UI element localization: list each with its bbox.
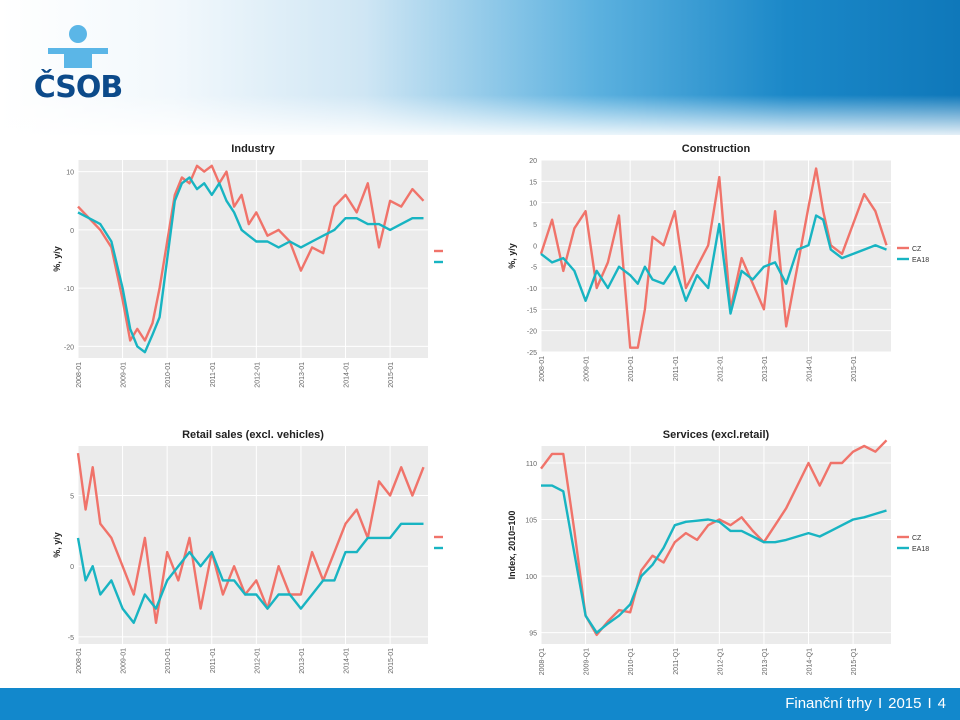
y-tick-label: -10 — [64, 286, 74, 293]
series-line-cz — [77, 164, 425, 342]
x-tick-label: 2009-01 — [121, 362, 128, 388]
series-line-cz — [539, 167, 888, 349]
x-tick-label: 2010-01 — [628, 356, 635, 382]
x-tick-label: 2009-Q1 — [584, 648, 591, 675]
x-tick-label: 2013-01 — [762, 356, 769, 382]
chart-title: Retail sales (excl. vehicles) — [182, 429, 324, 441]
y-tick-label: -25 — [527, 350, 537, 357]
x-tick-label: 2009-01 — [584, 356, 591, 382]
x-tick-label: 2009-01 — [121, 648, 128, 674]
chart-title: Construction — [682, 143, 751, 155]
x-tick-label: 2011-01 — [210, 362, 217, 387]
y-tick-label: 95 — [529, 631, 537, 638]
y-tick-label: -5 — [68, 635, 74, 642]
y-tick-label: -10 — [527, 286, 537, 293]
y-tick-label: 15 — [529, 179, 537, 186]
x-tick-label: 2012-01 — [717, 356, 724, 382]
series-line-ea18 — [540, 214, 887, 315]
y-tick-label: 5 — [533, 222, 537, 229]
chart-retail-sales: Retail sales (excl. vehicles) 5 0 -52008-01… — [52, 429, 443, 674]
x-tick-label: 2015-Q1 — [851, 648, 858, 675]
x-tick-label: 2014-01 — [807, 356, 814, 382]
x-tick-label: 2012-01 — [254, 648, 261, 674]
x-tick-label: 2014-01 — [344, 648, 351, 674]
y-tick-label: 110 — [526, 461, 537, 468]
footer-text: Finanční trhy I 2015 I 4 — [779, 695, 946, 712]
chart-services: Services (excl.retail) 110 105 100 95 2008-Q1… — [507, 429, 929, 675]
footer-bar: Finanční trhy I 2015 I 4 — [0, 688, 960, 720]
y-tick-label: 5 — [70, 494, 74, 501]
x-tick-label: 2010-01 — [165, 648, 172, 674]
y-tick-label: 0 — [70, 564, 74, 571]
footer-year: 2015 — [888, 695, 922, 712]
footer-separator: I — [877, 695, 883, 712]
y-tick-label: -20 — [527, 329, 537, 336]
x-tick-label: 2008-Q1 — [539, 648, 546, 675]
y-axis-label: Index, 2010=100 — [507, 511, 517, 580]
x-tick-label: 2010-01 — [165, 362, 172, 388]
legend-label-cz: CZ — [912, 246, 922, 253]
footer-separator: I — [927, 695, 932, 712]
x-tick-label: 2015-01 — [388, 362, 395, 388]
x-tick-label: 2013-01 — [299, 648, 306, 674]
logo-mark-icon — [48, 25, 108, 68]
y-axis-label: %, y/y — [52, 246, 62, 272]
series-line-ea18 — [77, 176, 424, 354]
x-tick-label: 2011-01 — [673, 356, 680, 381]
y-tick-label: 100 — [525, 574, 537, 581]
x-tick-label: 2008-01 — [539, 356, 546, 382]
legend-label-ea18: EA18 — [912, 546, 929, 553]
y-tick-label: 10 — [66, 170, 74, 177]
y-tick-label: 10 — [529, 201, 537, 208]
y-axis-label: %, y/y — [52, 532, 62, 558]
x-tick-label: 2010-Q1 — [628, 648, 635, 675]
legend-label-ea18: EA18 — [912, 257, 929, 264]
chart-title: Industry — [231, 143, 275, 155]
y-tick-label: -5 — [531, 265, 537, 272]
y-tick-label: -15 — [527, 307, 537, 314]
x-tick-label: 2012-01 — [254, 362, 261, 388]
x-tick-label: 2011-01 — [210, 648, 217, 673]
footer-title: Finanční trhy — [785, 695, 872, 712]
y-axis-label: %, y/y — [507, 243, 517, 269]
header-fade — [0, 95, 960, 140]
x-tick-label: 2011-Q1 — [673, 648, 680, 675]
series-line-ea18 — [76, 522, 424, 625]
x-tick-label: 2012-Q1 — [717, 648, 724, 675]
y-tick-label: 105 — [525, 518, 537, 525]
y-tick-label: -20 — [64, 344, 74, 351]
csob-logo: ČSOB — [28, 24, 128, 105]
x-tick-label: 2015-01 — [388, 648, 395, 674]
plot-panel — [78, 446, 428, 644]
x-tick-label: 2008-01 — [76, 648, 83, 674]
y-tick-label: 0 — [533, 243, 537, 250]
x-tick-label: 2014-01 — [344, 362, 351, 388]
chart-title: Services (excl.retail) — [663, 429, 770, 441]
series-line-ea18 — [541, 484, 887, 634]
x-tick-label: 2013-Q1 — [762, 648, 769, 675]
chart-industry: Industry 10 0 -10 -20 2008-01 2009-01 2010-01 20… — [52, 143, 443, 388]
logo-text: ČSOB — [33, 70, 124, 105]
x-tick-label: 2015-01 — [851, 356, 858, 382]
page-number: 4 — [937, 695, 946, 712]
plot-panel — [541, 446, 891, 644]
x-tick-label: 2013-01 — [299, 362, 306, 388]
chart-construction: Construction 20 15 10 5 0 -5 -10 -15 -20 -252008-0… — [507, 143, 929, 382]
x-tick-label: 2008-01 — [76, 362, 83, 388]
x-tick-label: 2014-Q1 — [807, 648, 814, 675]
y-tick-label: 20 — [529, 158, 537, 165]
legend-label-cz: CZ — [912, 535, 922, 542]
y-tick-label: 0 — [70, 228, 74, 235]
